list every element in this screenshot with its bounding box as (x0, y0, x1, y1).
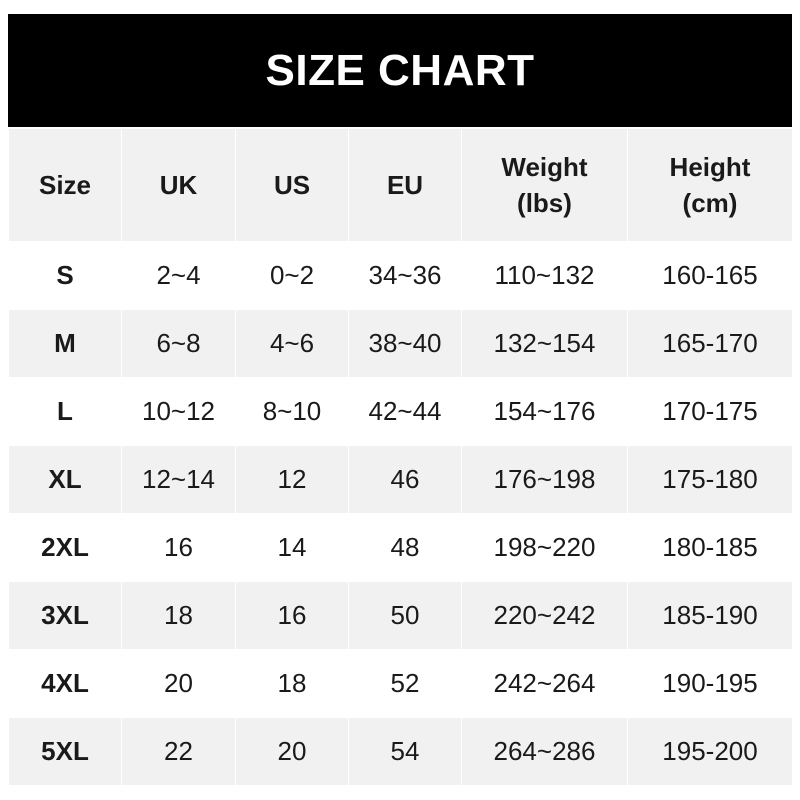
table-row: 5XL 22 20 54 264~286 195-200 (8, 717, 793, 786)
header-line: US (273, 170, 311, 200)
cell-size: M (8, 309, 122, 378)
header-line: EU (386, 170, 424, 200)
cell-height: 195-200 (627, 717, 793, 786)
cell-eu: 50 (348, 581, 462, 650)
cell-size: 3XL (8, 581, 122, 650)
header-line: (lbs) (517, 188, 572, 218)
table-row: 4XL 20 18 52 242~264 190-195 (8, 649, 793, 718)
cell-eu: 42~44 (348, 377, 462, 446)
cell-weight: 176~198 (461, 445, 628, 514)
table-row: 2XL 16 14 48 198~220 180-185 (8, 513, 793, 582)
header-line: Height (669, 152, 751, 182)
cell-height: 190-195 (627, 649, 793, 718)
header-us: US (235, 128, 349, 242)
cell-us: 8~10 (235, 377, 349, 446)
cell-height: 160-165 (627, 241, 793, 310)
header-height: Height (cm) (627, 128, 793, 242)
cell-size: S (8, 241, 122, 310)
cell-height: 165-170 (627, 309, 793, 378)
size-chart-title: SIZE CHART (8, 14, 792, 127)
cell-size: XL (8, 445, 122, 514)
cell-weight: 220~242 (461, 581, 628, 650)
cell-uk: 18 (121, 581, 236, 650)
cell-weight: 132~154 (461, 309, 628, 378)
cell-uk: 10~12 (121, 377, 236, 446)
table-row: M 6~8 4~6 38~40 132~154 165-170 (8, 309, 793, 378)
cell-size: 2XL (8, 513, 122, 582)
cell-eu: 54 (348, 717, 462, 786)
header-line: Weight (501, 152, 588, 182)
cell-height: 185-190 (627, 581, 793, 650)
cell-weight: 198~220 (461, 513, 628, 582)
cell-weight: 154~176 (461, 377, 628, 446)
header-weight: Weight (lbs) (461, 128, 628, 242)
cell-eu: 38~40 (348, 309, 462, 378)
cell-eu: 48 (348, 513, 462, 582)
cell-weight: 242~264 (461, 649, 628, 718)
cell-us: 0~2 (235, 241, 349, 310)
table-row: XL 12~14 12 46 176~198 175-180 (8, 445, 793, 514)
table-row: 3XL 18 16 50 220~242 185-190 (8, 581, 793, 650)
header-row: Size UK US EU Weight (lbs) Height (cm) (8, 128, 793, 242)
table-row: S 2~4 0~2 34~36 110~132 160-165 (8, 241, 793, 310)
cell-us: 16 (235, 581, 349, 650)
cell-us: 18 (235, 649, 349, 718)
cell-height: 175-180 (627, 445, 793, 514)
cell-height: 180-185 (627, 513, 793, 582)
header-eu: EU (348, 128, 462, 242)
header-line: Size (38, 170, 92, 200)
cell-height: 170-175 (627, 377, 793, 446)
cell-us: 14 (235, 513, 349, 582)
cell-us: 4~6 (235, 309, 349, 378)
cell-uk: 12~14 (121, 445, 236, 514)
cell-uk: 16 (121, 513, 236, 582)
cell-size: L (8, 377, 122, 446)
header-size: Size (8, 128, 122, 242)
header-uk: UK (121, 128, 236, 242)
cell-weight: 264~286 (461, 717, 628, 786)
cell-eu: 46 (348, 445, 462, 514)
cell-uk: 22 (121, 717, 236, 786)
cell-us: 20 (235, 717, 349, 786)
header-line: (cm) (682, 188, 738, 218)
cell-weight: 110~132 (461, 241, 628, 310)
cell-size: 5XL (8, 717, 122, 786)
header-line: UK (159, 170, 198, 200)
cell-eu: 34~36 (348, 241, 462, 310)
cell-us: 12 (235, 445, 349, 514)
cell-uk: 20 (121, 649, 236, 718)
cell-size: 4XL (8, 649, 122, 718)
table-row: L 10~12 8~10 42~44 154~176 170-175 (8, 377, 793, 446)
size-chart-table: Size UK US EU Weight (lbs) Height (cm) S 2~4 0~2 3… (8, 128, 793, 786)
cell-eu: 52 (348, 649, 462, 718)
cell-uk: 2~4 (121, 241, 236, 310)
cell-uk: 6~8 (121, 309, 236, 378)
